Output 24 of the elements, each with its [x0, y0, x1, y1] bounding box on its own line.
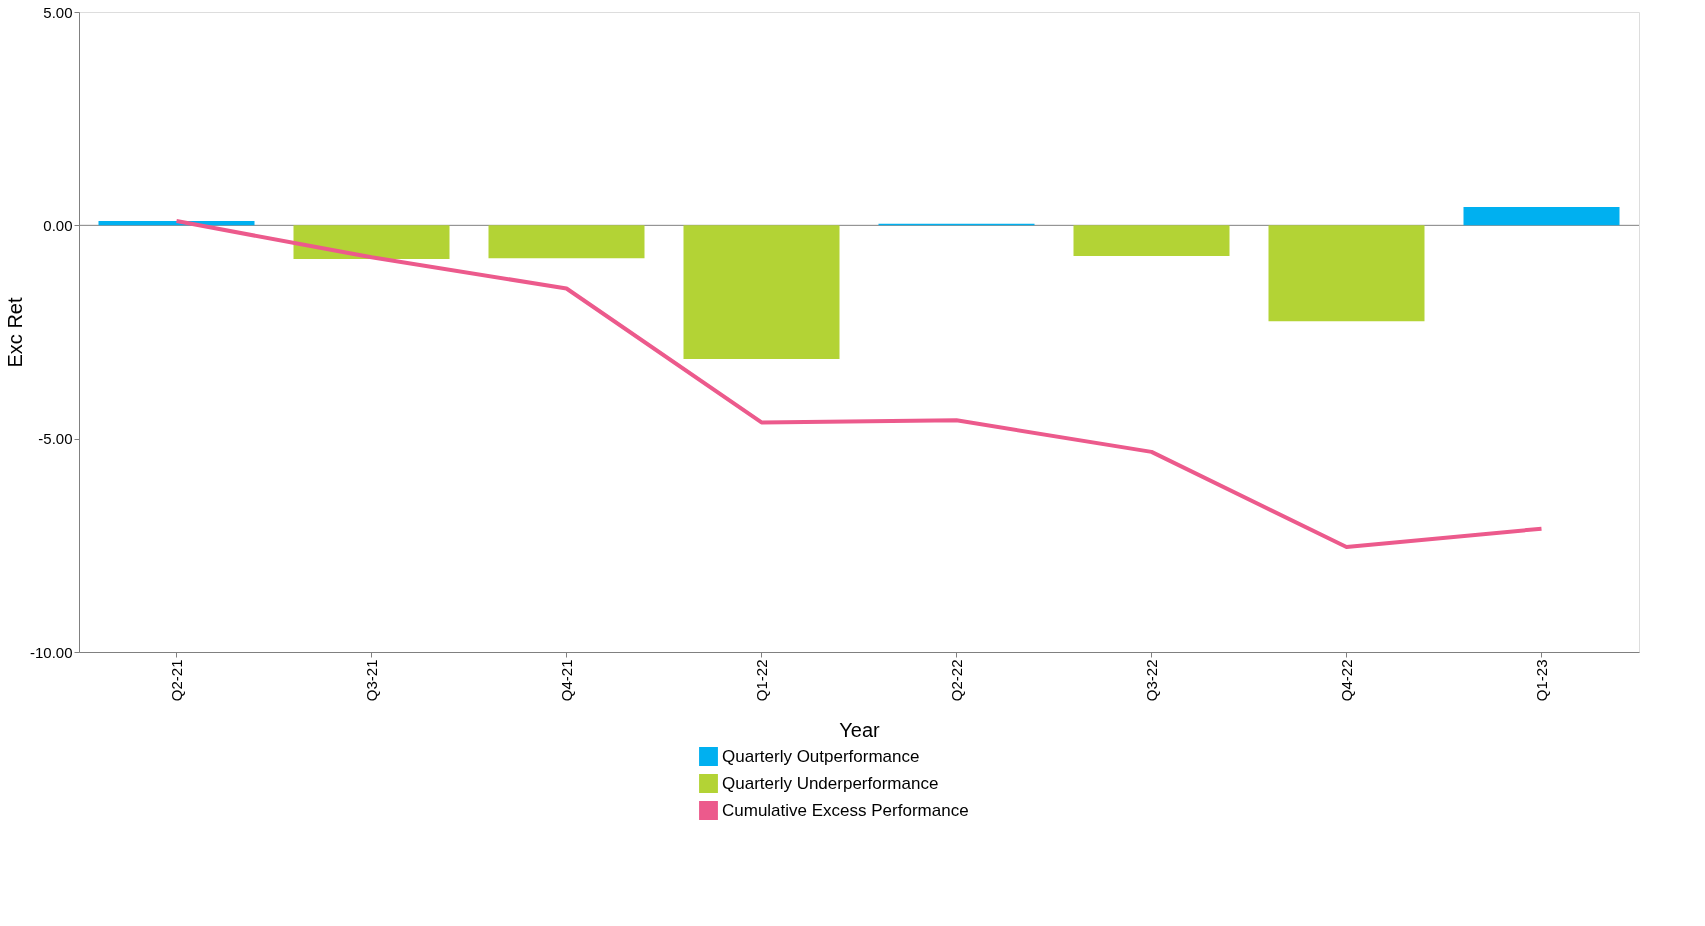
bar — [1268, 225, 1425, 322]
legend-label: Quarterly Outperformance — [722, 746, 920, 766]
bar — [488, 225, 645, 259]
bar — [683, 225, 840, 359]
line-series — [174, 219, 1544, 550]
x-tick-label: Q2-21 — [167, 659, 185, 702]
y-tick-label: -10.00 — [29, 643, 73, 661]
y-tick-label: -5.00 — [38, 430, 73, 448]
x-tick-label: Q3-22 — [1142, 659, 1160, 702]
x-tick-label: Q3-21 — [362, 659, 380, 702]
legend-label: Quarterly Underperformance — [722, 773, 939, 793]
x-tick-label: Q4-22 — [1337, 659, 1355, 702]
bar — [1073, 225, 1230, 257]
x-tick-label: Q4-21 — [557, 659, 575, 702]
y-tick-label: 5.00 — [43, 3, 73, 21]
x-tick-label: Q1-23 — [1532, 659, 1550, 702]
x-axis-title: Year — [839, 719, 881, 742]
bar — [1463, 206, 1620, 226]
y-axis-title: Exc Ret — [3, 297, 26, 368]
x-tick-label: Q1-22 — [752, 659, 770, 702]
legend-label: Cumulative Excess Performance — [722, 800, 969, 820]
x-tick-label: Q2-22 — [947, 659, 965, 702]
bar — [293, 225, 450, 260]
y-tick-label: 0.00 — [43, 216, 73, 234]
